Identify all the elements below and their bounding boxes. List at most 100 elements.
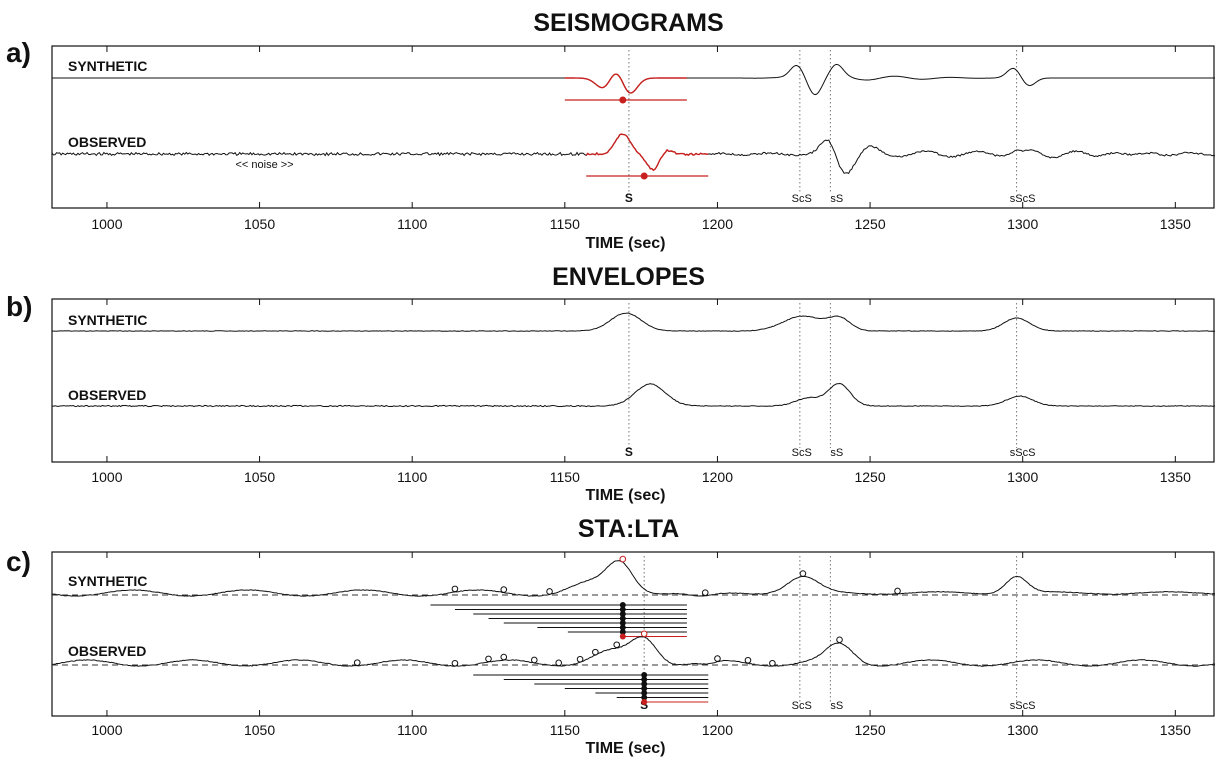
x-axis-label: TIME (sec) [585,487,665,504]
trace-label-observed: OBSERVED [68,387,146,403]
x-tick-label: 1000 [91,469,122,485]
local-maximum [836,636,843,644]
local-maximum [530,656,538,664]
candidate-pick [641,676,648,683]
x-tick-label: 1200 [702,722,733,738]
phase-label-S: S [625,445,633,459]
candidate-pick [619,620,626,626]
x-tick-label: 1350 [1160,722,1191,738]
candidate-pick [641,681,648,687]
x-tick-label: 1150 [550,722,580,738]
candidate-pick [641,685,648,692]
phase-label-ScS: ScS [792,193,812,205]
window-pick [619,96,627,104]
local-maximum [701,589,709,596]
phase-label-sS: sS [830,447,843,459]
candidate-pick [619,624,626,631]
phase-label-S: S [625,191,633,205]
plot-frame [51,298,1215,463]
candidate-pick [641,694,648,701]
candidate-pick [619,615,626,622]
candidate-pick [641,690,648,696]
phase-label-ScS: ScS [792,700,812,712]
x-tick-label: 1300 [1007,722,1038,738]
phase-label-sS: sS [830,193,843,205]
phase-label-sS: sS [830,700,843,712]
panel-title: SEISMOGRAMS [533,9,723,37]
x-tick-label: 1050 [244,722,275,738]
phase-label-sScS: sScS [1010,447,1036,459]
local-maximum [894,587,901,595]
x-tick-label: 1300 [1007,216,1038,232]
trace-observed [51,383,1215,408]
trace-synthetic [51,312,1215,332]
x-tick-label: 1200 [702,469,733,485]
x-tick-label: 1350 [1160,469,1191,485]
trace-label-synthetic: SYNTHETIC [68,58,147,74]
panel-label: b) [6,291,32,322]
local-maximum [500,653,508,661]
x-tick-label: 1100 [397,216,427,232]
local-maximum [619,555,627,563]
candidate-pick [619,611,626,617]
x-tick-label: 1100 [397,722,427,738]
trace-synthetic [52,63,1215,96]
x-tick-label: 1300 [1007,469,1038,485]
phase-label-ScS: ScS [792,447,812,459]
window-trace-observed [585,133,709,172]
panel-label: a) [6,37,31,68]
window-pick [640,172,648,180]
trace-observed [51,636,1215,667]
candidate-pick [619,633,626,640]
x-tick-label: 1250 [854,469,885,485]
local-maximum [744,656,752,664]
x-axis-label: TIME (sec) [585,740,665,757]
panel-label: c) [6,546,31,577]
phase-label-sScS: sScS [1010,193,1036,205]
x-tick-label: 1000 [91,216,122,232]
trace-synthetic [51,560,1215,597]
x-tick-label: 1150 [550,469,580,485]
x-tick-label: 1050 [244,216,275,232]
local-maximum [769,659,776,667]
x-tick-label: 1050 [244,469,275,485]
x-tick-label: 1100 [397,469,427,485]
x-tick-label: 1250 [854,216,885,232]
candidate-pick [641,699,648,705]
noise-annotation: << noise >> [236,159,294,171]
plot-frame [51,551,1215,717]
local-maximum [353,659,361,666]
phase-label-sScS: sScS [1010,700,1036,712]
local-maximum [640,630,648,638]
local-maximum [613,641,621,649]
x-tick-label: 1000 [91,722,122,738]
local-maximum [799,570,807,577]
candidate-pick [641,672,648,678]
x-tick-label: 1350 [1160,216,1191,232]
local-maximum [485,655,492,663]
panel-c: STA:LTA c) 1000 1050 1100 1150 1200 1250 1300 135… [6,515,1215,757]
panel-title: STA:LTA [578,515,679,543]
local-maximum [576,655,584,663]
window-trace-synthetic [564,73,687,94]
local-maximum [592,648,599,656]
local-maximum [451,659,459,667]
candidate-pick [619,606,626,613]
plot-frame [51,45,1215,209]
local-maximum [500,586,508,593]
candidate-pick [619,602,626,608]
panel-b: ENVELOPES b) 1000 1050 1100 1150 1200 1250 1300 1… [6,263,1215,504]
local-maximum [546,588,553,595]
x-tick-label: 1250 [854,722,885,738]
panel-a: SEISMOGRAMS a) 1000 1050 1100 1150 1200 1250 130… [6,9,1215,252]
x-tick-label: 1200 [702,216,733,232]
trace-label-observed: OBSERVED [68,643,146,659]
panel-title: ENVELOPES [552,263,705,291]
trace-label-synthetic: SYNTHETIC [68,312,147,328]
trace-observed [51,133,1215,174]
local-maximum [451,585,459,593]
candidate-pick [619,629,626,635]
local-maximum [714,655,721,662]
x-tick-label: 1150 [550,216,580,232]
